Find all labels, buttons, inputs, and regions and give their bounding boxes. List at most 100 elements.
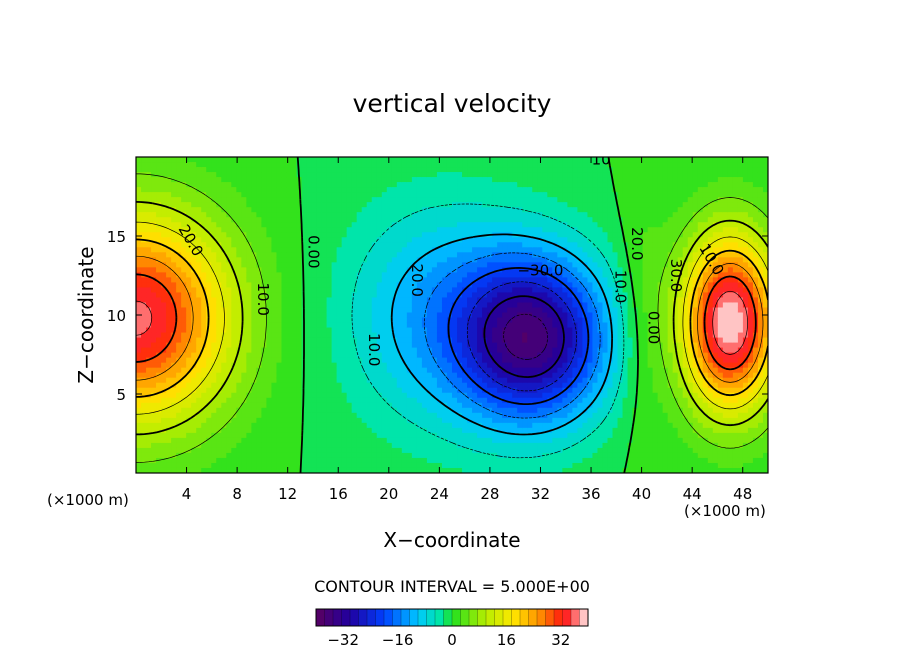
field-cell [391,237,398,243]
field-cell [431,302,438,309]
field-cell [406,392,413,399]
field-cell [141,442,147,449]
field-cell [446,372,453,379]
field-cell [161,432,167,439]
field-cell [452,402,458,409]
field-cell [512,342,518,349]
field-cell [371,162,378,168]
field-cell [381,432,388,439]
field-cell [331,432,338,439]
field-cell [487,462,493,469]
field-cell [286,332,293,339]
field-cell [421,157,428,163]
field-cell [136,402,142,409]
field-cell [276,232,283,238]
field-cell [376,272,383,278]
field-cell [467,337,473,344]
field-cell [421,182,428,188]
field-cell [161,217,167,223]
field-cell [426,167,433,173]
field-cell [472,412,478,419]
field-cell [497,462,503,469]
field-cell [156,192,162,198]
field-cell [356,252,363,258]
field-cell [206,157,212,163]
field-cell [532,232,538,238]
field-cell [306,327,313,334]
field-cell [246,272,252,278]
field-cell [502,392,508,399]
field-cell [166,207,172,213]
field-cell [251,367,257,374]
field-cell [221,447,227,454]
field-cell [376,162,383,168]
field-cell [311,432,318,439]
field-cell [346,332,353,339]
field-cell [336,302,343,309]
field-cell [522,322,528,329]
field-cell [416,297,423,304]
field-cell [211,217,217,223]
field-cell [311,462,318,469]
field-cell [452,387,458,394]
field-cell [522,417,528,424]
field-cell [301,212,308,218]
field-cell [246,292,252,299]
field-cell [331,312,338,319]
field-cell [507,377,513,384]
field-cell [281,257,288,263]
field-cell [507,432,513,439]
field-cell [522,197,528,203]
field-cell [492,392,498,399]
field-cell [482,237,488,243]
field-cell [236,372,242,379]
field-cell [502,457,508,464]
field-cell [472,157,478,163]
field-cell [441,397,448,404]
field-cell [196,322,202,329]
field-cell [477,292,483,299]
field-cell [301,432,308,439]
field-cell [517,217,523,223]
field-cell [231,407,237,414]
field-cell [436,287,443,294]
field-cell [146,187,152,193]
field-cell [186,172,192,178]
field-cell [522,182,528,188]
field-cell [467,392,473,399]
field-cell [482,267,488,273]
field-cell [191,297,197,304]
field-cell [336,237,343,243]
field-cell [446,382,453,389]
field-cell [196,432,202,439]
field-cell [452,282,458,289]
field-cell [181,222,187,228]
field-cell [386,277,393,283]
field-cell [261,252,268,258]
field-cell [396,332,403,339]
field-cell [446,162,453,168]
field-cell [341,297,348,304]
field-cell [176,202,182,208]
field-cell [306,202,313,208]
field-cell [226,392,232,399]
field-cell [421,362,428,369]
field-cell [311,362,318,369]
field-cell [306,207,313,213]
field-cell [326,452,333,459]
field-cell [146,327,152,334]
field-cell [356,222,363,228]
field-cell [421,207,428,213]
field-cell [452,192,458,198]
field-cell [462,212,468,218]
field-cell [346,467,353,473]
field-cell [336,367,343,374]
field-cell [482,372,488,379]
field-cell [161,257,167,263]
field-cell [216,397,222,404]
field-cell [156,267,162,273]
field-cell [356,177,363,183]
field-cell [446,347,453,354]
field-cell [477,447,483,454]
field-cell [421,307,428,314]
